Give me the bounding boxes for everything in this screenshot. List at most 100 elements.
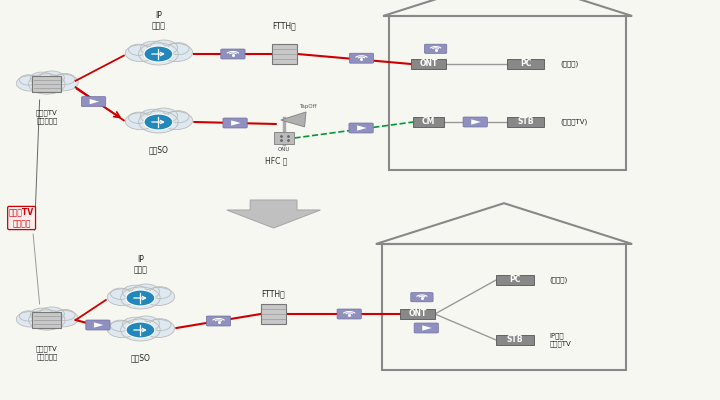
Polygon shape — [281, 112, 306, 127]
Polygon shape — [357, 125, 366, 131]
Circle shape — [160, 44, 193, 62]
Polygon shape — [89, 99, 99, 104]
FancyBboxPatch shape — [86, 320, 110, 330]
Polygon shape — [94, 322, 104, 328]
Circle shape — [150, 319, 171, 331]
Circle shape — [122, 317, 148, 331]
Circle shape — [55, 74, 75, 84]
Text: 케이블TV
방송신호: 케이블TV 방송신호 — [9, 208, 34, 228]
FancyBboxPatch shape — [32, 312, 61, 328]
Text: CM: CM — [422, 118, 435, 126]
Circle shape — [19, 311, 38, 321]
FancyBboxPatch shape — [272, 44, 297, 64]
Polygon shape — [231, 120, 240, 126]
Circle shape — [150, 108, 178, 123]
Circle shape — [17, 76, 44, 91]
Text: ONT: ONT — [419, 60, 438, 68]
FancyBboxPatch shape — [496, 335, 534, 345]
Circle shape — [107, 289, 138, 306]
Text: IP방식
케이블TV: IP방식 케이블TV — [549, 333, 571, 347]
Circle shape — [128, 112, 149, 123]
FancyBboxPatch shape — [207, 316, 230, 326]
Text: IP
백본망: IP 백본망 — [133, 255, 148, 275]
Circle shape — [55, 310, 75, 320]
FancyBboxPatch shape — [223, 118, 247, 128]
FancyBboxPatch shape — [507, 117, 544, 127]
Circle shape — [122, 285, 148, 299]
Circle shape — [132, 284, 160, 299]
FancyBboxPatch shape — [221, 49, 245, 59]
Polygon shape — [227, 200, 320, 228]
FancyBboxPatch shape — [32, 76, 61, 92]
Text: PC: PC — [509, 276, 521, 284]
Circle shape — [39, 71, 64, 85]
Circle shape — [140, 41, 166, 55]
Text: STB: STB — [518, 118, 534, 126]
Circle shape — [126, 290, 155, 306]
FancyBboxPatch shape — [410, 293, 433, 302]
Text: ONT: ONT — [408, 310, 427, 318]
Circle shape — [121, 287, 161, 309]
Text: 케이블TV
미디어센터: 케이블TV 미디어센터 — [36, 109, 58, 124]
FancyBboxPatch shape — [349, 53, 374, 63]
Circle shape — [111, 288, 131, 299]
Text: (조고속): (조고속) — [549, 277, 567, 283]
FancyBboxPatch shape — [411, 59, 446, 69]
Circle shape — [160, 112, 193, 130]
Text: (조고속): (조고속) — [560, 61, 578, 67]
Circle shape — [107, 321, 138, 338]
FancyBboxPatch shape — [425, 44, 446, 53]
Polygon shape — [472, 119, 481, 125]
FancyBboxPatch shape — [261, 304, 287, 324]
Text: STB: STB — [507, 336, 523, 344]
Circle shape — [29, 74, 65, 94]
Text: PC: PC — [520, 60, 531, 68]
Circle shape — [167, 43, 189, 55]
Circle shape — [48, 310, 78, 327]
Circle shape — [138, 43, 179, 65]
Circle shape — [125, 113, 156, 130]
Circle shape — [19, 75, 38, 85]
FancyBboxPatch shape — [337, 309, 361, 319]
Text: TapOff: TapOff — [299, 104, 316, 109]
Circle shape — [142, 288, 175, 306]
Circle shape — [30, 308, 53, 321]
Circle shape — [39, 307, 64, 321]
Text: 케이블TV
미디어센터: 케이블TV 미디어센터 — [36, 345, 58, 360]
Polygon shape — [422, 325, 432, 331]
FancyBboxPatch shape — [349, 123, 373, 133]
FancyBboxPatch shape — [507, 59, 544, 69]
Circle shape — [150, 287, 171, 299]
Circle shape — [121, 319, 161, 341]
Circle shape — [128, 44, 149, 55]
Circle shape — [144, 46, 173, 62]
Circle shape — [167, 111, 189, 123]
Circle shape — [48, 74, 78, 91]
FancyBboxPatch shape — [496, 275, 534, 285]
FancyBboxPatch shape — [81, 97, 106, 106]
Text: ONU: ONU — [278, 147, 291, 152]
Circle shape — [138, 111, 179, 133]
Text: FTTH망: FTTH망 — [273, 22, 296, 31]
FancyBboxPatch shape — [413, 117, 444, 127]
FancyBboxPatch shape — [414, 323, 438, 333]
Circle shape — [132, 316, 160, 331]
FancyBboxPatch shape — [274, 132, 294, 144]
Circle shape — [17, 312, 44, 327]
Circle shape — [125, 45, 156, 62]
Circle shape — [29, 310, 65, 330]
Circle shape — [150, 40, 178, 55]
FancyBboxPatch shape — [463, 117, 487, 127]
Circle shape — [30, 72, 53, 85]
Circle shape — [126, 322, 155, 338]
Text: 지역SO: 지역SO — [148, 145, 168, 154]
Circle shape — [144, 114, 173, 130]
Text: (케이블TV): (케이블TV) — [560, 119, 588, 125]
Text: FTTH망: FTTH망 — [262, 290, 285, 299]
Circle shape — [140, 109, 166, 123]
FancyBboxPatch shape — [400, 309, 435, 319]
Text: 지역SO: 지역SO — [130, 353, 150, 362]
Circle shape — [111, 320, 131, 331]
Circle shape — [142, 320, 175, 338]
Text: IP
백본망: IP 백본망 — [151, 11, 166, 31]
